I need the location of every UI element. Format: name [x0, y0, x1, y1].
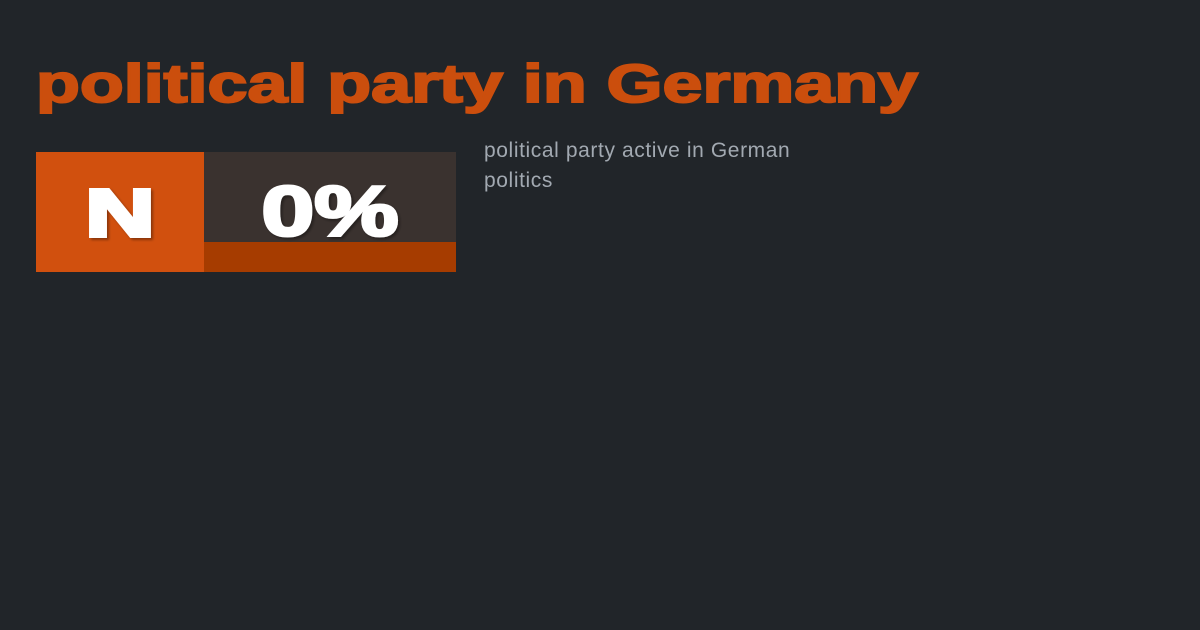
svg-text:N: N	[86, 176, 155, 251]
svg-text:0%: 0%	[262, 172, 399, 251]
svg-text:political party in Germany: political party in Germany	[36, 54, 918, 114]
